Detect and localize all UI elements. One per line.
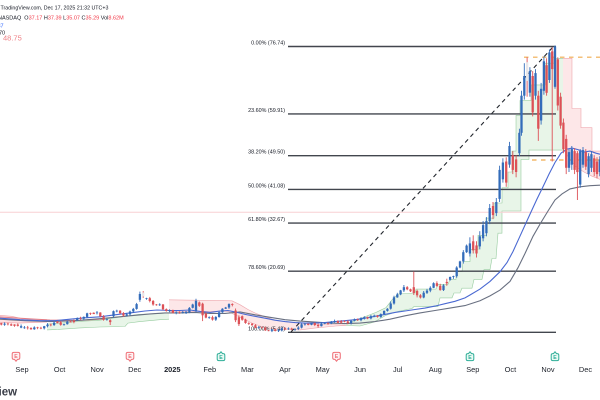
- svg-text:38.20% (49.50): 38.20% (49.50): [248, 150, 285, 156]
- svg-text:23.60% (59.91): 23.60% (59.91): [248, 108, 285, 114]
- svg-text:Aug: Aug: [429, 365, 442, 374]
- svg-text:48.75: 48.75: [3, 34, 22, 43]
- svg-text:TradingView.com, Dec 17, 2025: TradingView.com, Dec 17, 2025 21:32 UTC+…: [1, 6, 109, 12]
- svg-text:Feb: Feb: [203, 365, 216, 374]
- svg-text:37: 37: [0, 24, 4, 30]
- svg-text:E: E: [128, 354, 132, 360]
- svg-text:50.00% (41.08): 50.00% (41.08): [248, 183, 285, 189]
- svg-text:Jun: Jun: [354, 365, 366, 374]
- svg-text:Mar: Mar: [241, 365, 254, 374]
- svg-text:Nov: Nov: [91, 365, 104, 374]
- svg-text:E: E: [14, 354, 18, 360]
- svg-text:E: E: [468, 355, 472, 361]
- svg-text:61.80% (32.67): 61.80% (32.67): [248, 217, 285, 223]
- svg-text:2025: 2025: [164, 365, 180, 374]
- svg-text:May: May: [316, 365, 330, 374]
- svg-text:E: E: [553, 355, 557, 361]
- svg-text:Apr: Apr: [279, 365, 291, 374]
- svg-text:E: E: [219, 355, 223, 361]
- svg-text:Oct: Oct: [54, 365, 66, 374]
- svg-text:78.60% (20.69): 78.60% (20.69): [248, 265, 285, 271]
- svg-text:Sep: Sep: [15, 365, 28, 374]
- svg-text:Jul: Jul: [393, 365, 403, 374]
- svg-text:Dec: Dec: [128, 365, 141, 374]
- svg-text:100.00% (5.43): 100.00% (5.43): [248, 326, 285, 332]
- svg-text:NASDAQ O37.17 H37.39 L35.07 C: NASDAQ O37.17 H37.39 L35.07 C35.29 Vol8.…: [0, 16, 124, 22]
- svg-text:iew: iew: [0, 387, 17, 399]
- svg-text:E: E: [335, 354, 339, 360]
- svg-text:70: 70: [0, 31, 5, 37]
- svg-text:Sep: Sep: [466, 365, 479, 374]
- svg-text:Nov: Nov: [541, 365, 554, 374]
- svg-text:Dec: Dec: [579, 365, 592, 374]
- svg-text:0.00% (76.74): 0.00% (76.74): [251, 41, 285, 47]
- svg-text:Oct: Oct: [505, 365, 517, 374]
